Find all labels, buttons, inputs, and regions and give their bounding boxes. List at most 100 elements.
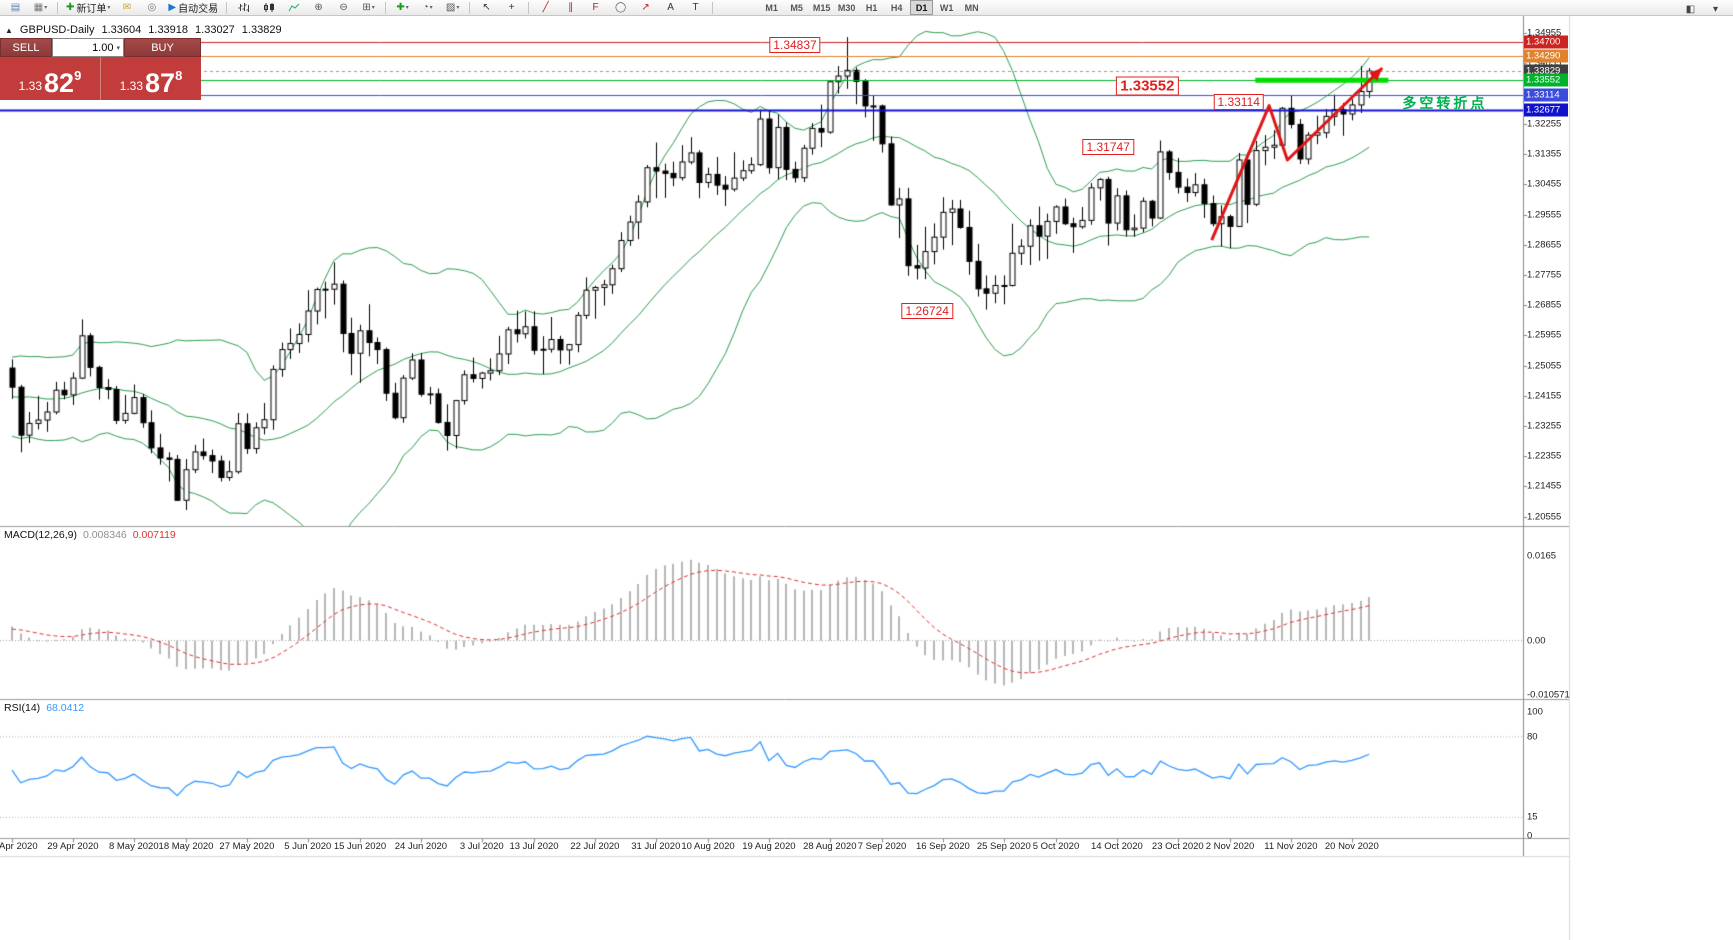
channel-icon: ∥: [568, 2, 574, 13]
dropdown-arrow-icon: ▾: [456, 5, 460, 11]
price-axis-label: 1.28655: [1527, 239, 1562, 251]
rsi-indicator-header: RSI(14) 68.0412: [4, 702, 84, 714]
toolbar-menu-button[interactable]: ▾: [1712, 3, 1719, 15]
dropdown-arrow-icon: ▾: [107, 5, 111, 11]
timeframe-m15-button[interactable]: M15: [812, 2, 831, 13]
price-axis-label: 1.21455: [1527, 480, 1562, 492]
line-chart-button[interactable]: [282, 0, 305, 16]
macd-pane[interactable]: [0, 527, 1523, 699]
price-annotation-label[interactable]: 1.34837: [769, 37, 821, 54]
algo-trading-button[interactable]: ▶ 自动交易: [165, 0, 221, 16]
fibonacci-button[interactable]: F: [584, 0, 607, 16]
periods-button[interactable]: ◔ ▾: [416, 0, 439, 16]
arrows-button[interactable]: ↗: [634, 0, 657, 16]
macd-main-value: 0.008346: [82, 529, 127, 541]
ask-price[interactable]: 1.33 87 8: [101, 57, 201, 100]
macd-axis-label: -0.010571: [1527, 689, 1570, 701]
candles-chart-button[interactable]: [257, 0, 280, 16]
price-axis-marker: 1.33114: [1524, 88, 1568, 102]
buy-button[interactable]: BUY: [124, 38, 201, 57]
new-order-button[interactable]: ✚ 新订单 ▾: [63, 0, 113, 16]
profiles-icon: ▦: [33, 2, 44, 13]
rsi-pane[interactable]: [0, 700, 1523, 838]
rsi-axis-label: 15: [1527, 811, 1538, 823]
price-axis-label: 1.25955: [1527, 329, 1562, 341]
price-axis-marker: 1.34290: [1524, 49, 1568, 63]
new-chart-button[interactable]: ▤: [4, 0, 27, 16]
volume-dropdown-icon[interactable]: ▾: [116, 44, 120, 52]
dropdown-arrow-icon: ▾: [44, 5, 48, 11]
timeframe-m5-button[interactable]: M5: [790, 2, 803, 13]
trendline-button[interactable]: ╱: [534, 0, 557, 16]
volume-input[interactable]: 1.00 ▾: [52, 38, 124, 57]
date-axis-label: 5 Jun 2020: [284, 841, 332, 852]
bars-chart-button[interactable]: [232, 0, 255, 16]
timeframe-h4-button[interactable]: H4: [890, 2, 903, 13]
line-chart-icon: [288, 2, 300, 13]
dropdown-arrow-icon: ▾: [405, 5, 409, 11]
date-axis-label: 10 Aug 2020: [681, 841, 735, 852]
tile-windows-button[interactable]: ⊞ ▾: [357, 0, 380, 16]
algo-trading-icon: ▶: [168, 2, 177, 13]
one-click-trading-panel: SELL 1.00 ▾ BUY 1.33 82 9 1.33 87 8: [0, 38, 201, 100]
date-axis-label: 20 Nov 2020: [1324, 841, 1379, 852]
timeframe-h1-button[interactable]: H1: [865, 2, 878, 13]
timeframe-group: M1 M5 M15 M30 H1 H4 D1 W1 MN: [759, 0, 984, 15]
zoom-out-button[interactable]: ⊖: [332, 0, 355, 16]
templates-icon: ▨: [445, 2, 456, 13]
arrows-icon: ↗: [641, 2, 650, 13]
channel-button[interactable]: ∥: [559, 0, 582, 16]
toolbar-separator: [226, 1, 228, 14]
trade-panel-collapse-icon[interactable]: ▲: [5, 25, 13, 35]
zoom-out-icon: ⊖: [339, 2, 348, 13]
new-order-label: 新订单: [76, 4, 107, 15]
rsi-title: RSI(14): [4, 702, 41, 714]
profiles-button[interactable]: ▦ ▾: [29, 0, 52, 16]
price-axis-label: 1.29555: [1527, 209, 1562, 220]
date-axis-label: 24 Jun 2020: [394, 841, 448, 852]
bid-price[interactable]: 1.33 82 9: [0, 57, 101, 100]
dropdown-arrow-icon: ▾: [429, 5, 433, 11]
docking-button[interactable]: ◧: [1685, 3, 1696, 15]
price-axis-label: 1.24155: [1527, 390, 1562, 402]
price-axis-label: 1.34955: [1527, 27, 1562, 39]
price-annotation-label[interactable]: 1.33552: [1116, 76, 1179, 96]
new-order-icon: ✚: [66, 2, 75, 13]
indicators-button[interactable]: ✚ ▾: [391, 0, 414, 16]
timeframe-w1-button[interactable]: W1: [939, 2, 954, 13]
timeframe-d1-button[interactable]: D1: [910, 0, 934, 15]
date-axis-label: 29 Apr 2020: [47, 841, 99, 852]
price-annotation-label[interactable]: 1.33114: [1213, 93, 1264, 110]
zoom-in-button[interactable]: ⊕: [307, 0, 330, 16]
price-annotation-label[interactable]: 1.26724: [901, 302, 953, 319]
templates-button[interactable]: ▨ ▾: [441, 0, 464, 16]
bid-pip-digit: 9: [74, 68, 82, 83]
text-icon: A: [667, 2, 674, 13]
date-axis-label: 14 Oct 2020: [1091, 841, 1143, 852]
ohlc-open-value: 1.33604: [101, 24, 142, 36]
label-button[interactable]: T: [684, 0, 707, 16]
price-axis-label: 1.34055: [1527, 57, 1562, 69]
timeframe-m1-button[interactable]: M1: [765, 2, 778, 13]
price-annotation-label[interactable]: 1.31747: [1082, 138, 1134, 155]
date-axis-label: 8 May 2020: [108, 841, 159, 852]
cursor-button[interactable]: ↖: [475, 0, 498, 16]
price-axis-label: 1.23255: [1527, 420, 1562, 432]
sell-button[interactable]: SELL: [0, 38, 52, 57]
community-button[interactable]: ✉: [115, 0, 138, 16]
date-axis-label: 23 Oct 2020: [1151, 841, 1204, 852]
cursor-icon: ↖: [482, 2, 491, 13]
date-axis-label: 25 Sep 2020: [976, 841, 1031, 852]
ask-big-digits: 87: [145, 68, 176, 99]
alerts-button[interactable]: ◎: [140, 0, 163, 16]
label-icon: T: [692, 2, 699, 13]
timeframe-m30-button[interactable]: M30: [837, 2, 856, 13]
timeframe-mn-button[interactable]: MN: [964, 2, 979, 13]
fibonacci-icon: F: [592, 2, 599, 13]
chart-text-annotation[interactable]: 多空转折点: [1402, 95, 1488, 112]
main-chart-pane[interactable]: [0, 16, 1523, 526]
crosshair-button[interactable]: +: [500, 0, 523, 16]
text-button[interactable]: A: [659, 0, 682, 16]
new-chart-icon: ▤: [10, 2, 21, 13]
shapes-button[interactable]: ◯: [609, 0, 632, 16]
